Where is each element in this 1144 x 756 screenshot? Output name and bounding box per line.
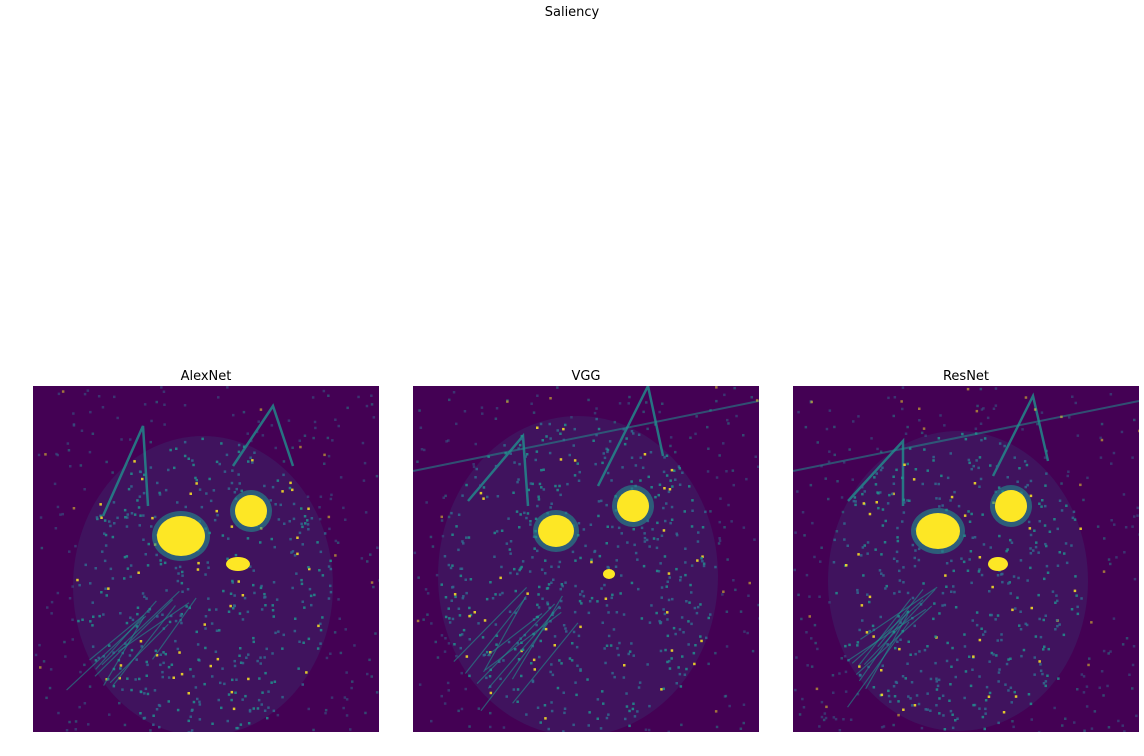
saliency-map-alexnet [33,386,379,732]
figure-suptitle: Saliency [544,5,600,20]
panel-vgg: VGG [413,368,759,732]
panel-title-resnet: ResNet [942,369,990,384]
saliency-map-resnet [793,386,1139,732]
panel-title-vgg: VGG [571,369,601,384]
panel-resnet: ResNet [793,368,1139,732]
saliency-map-vgg [413,386,759,732]
panel-alexnet: AlexNet [33,368,379,732]
panel-title-alexnet: AlexNet [180,369,232,384]
